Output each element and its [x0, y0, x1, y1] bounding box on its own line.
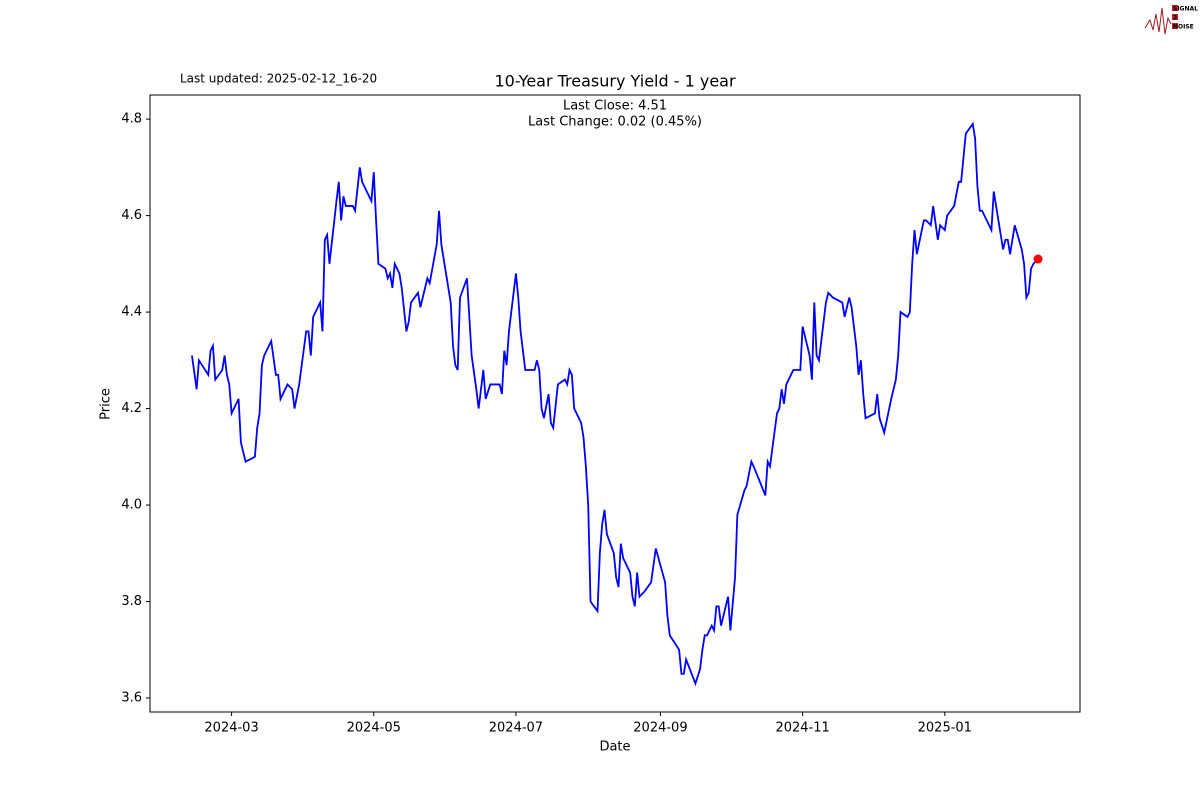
y-tick-label: 4.2 [121, 401, 142, 416]
x-tick-label: 2025-01 [918, 721, 972, 736]
logo-box [1172, 14, 1178, 20]
y-tick-label: 3.8 [121, 594, 142, 609]
y-tick-label: 4.6 [121, 208, 142, 223]
y-axis-label: Price [99, 388, 114, 420]
logo-text: SIGNAL [1173, 6, 1198, 13]
last-updated: Last updated: 2025-02-12_16-20 [180, 72, 377, 86]
logo: SIGNAL 2 NOISE [1144, 5, 1198, 35]
y-tick-label: 3.6 [121, 691, 142, 706]
x-tick-label: 2024-09 [633, 721, 687, 736]
logo-wave [1144, 7, 1172, 35]
plot-frame [149, 94, 1081, 713]
chart-title: 10-Year Treasury Yield - 1 year [494, 72, 736, 91]
x-axis-label: Date [599, 740, 630, 755]
last-point [1033, 254, 1043, 264]
y-tick-label: 4.8 [121, 112, 142, 127]
logo-text: NOISE [1173, 24, 1194, 31]
logo-box [1172, 5, 1178, 11]
x-tick-label: 2024-05 [347, 721, 401, 736]
y-tick-label: 4.4 [121, 305, 142, 320]
annotation: Last Close: 4.51 [563, 99, 667, 114]
x-tick-label: 2024-07 [489, 721, 543, 736]
y-tick-label: 4.0 [121, 498, 142, 513]
annotation: Last Change: 0.02 (0.45%) [528, 115, 702, 130]
x-tick-label: 2024-03 [204, 721, 258, 736]
price-line [191, 121, 1039, 687]
logo-box [1172, 23, 1178, 29]
logo-text: 2 [1173, 15, 1177, 22]
x-tick-label: 2024-11 [775, 721, 829, 736]
